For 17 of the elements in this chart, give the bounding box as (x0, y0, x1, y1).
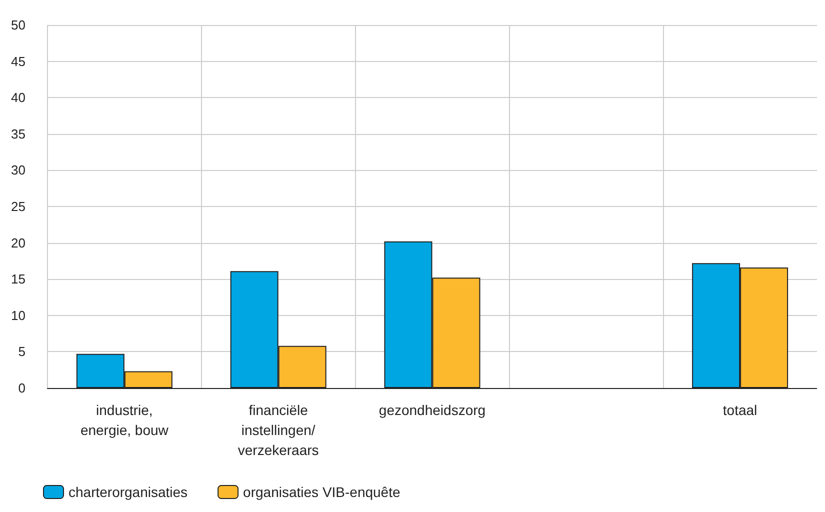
y-tick-label: 40 (10, 90, 26, 106)
y-tick-label: 45 (10, 54, 26, 69)
y-tick-label: 0 (18, 380, 26, 396)
x-tick-label: industrie, energie, bouw (80, 402, 170, 438)
y-tick-label: 5 (18, 344, 26, 360)
legend-label: organisaties VIB-enquête (243, 484, 400, 500)
y-tick-label: 30 (10, 162, 26, 178)
y-tick-label: 15 (10, 272, 26, 287)
x-tick-label: totaal (722, 402, 758, 418)
y-tick-label: 10 (10, 308, 26, 323)
x-tick-label: gezondheidszorg (378, 402, 486, 418)
legend-label: charterorganisaties (68, 484, 188, 500)
y-tick-label: 50 (10, 18, 26, 32)
y-tick-label: 20 (10, 235, 26, 250)
y-tick-label: 25 (10, 199, 26, 214)
x-tick-label: financiële instellingen/ verzekeraars (238, 402, 319, 458)
y-tick-label: 35 (10, 126, 26, 142)
